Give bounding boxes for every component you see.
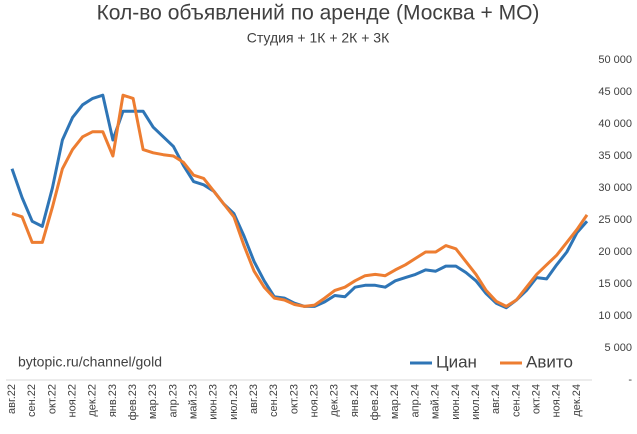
x-tick-label: май.24 bbox=[430, 384, 442, 419]
y-tick-label: 30 000 bbox=[598, 182, 632, 194]
x-tick-label: апр.24 bbox=[409, 384, 421, 417]
x-tick-label: май.23 bbox=[187, 384, 199, 419]
y-tick-label: 35 000 bbox=[598, 150, 632, 162]
legend-label: Авито bbox=[526, 352, 573, 371]
x-tick-label: июн.24 bbox=[450, 384, 462, 420]
x-tick-label: июн.23 bbox=[208, 384, 220, 420]
x-tick-label: сен.22 bbox=[26, 384, 38, 417]
legend-label: Циан bbox=[436, 352, 477, 371]
x-tick-label: авг.24 bbox=[490, 384, 502, 414]
x-tick-label: июл.23 bbox=[228, 384, 240, 420]
x-tick-label: окт.23 bbox=[288, 384, 300, 414]
x-tick-label: авг.22 bbox=[6, 384, 18, 414]
y-tick-label: 20 000 bbox=[598, 246, 632, 258]
y-tick-label: 50 000 bbox=[598, 54, 632, 66]
x-tick-label: окт.22 bbox=[46, 384, 58, 414]
chart-title: Кол-во объявлений по аренде (Москва + МО… bbox=[97, 2, 540, 25]
x-tick-label: июл.24 bbox=[470, 384, 482, 420]
x-tick-label: апр.23 bbox=[167, 384, 179, 417]
x-tick-label: янв.24 bbox=[349, 384, 361, 417]
watermark: bytopic.ru/channel/gold bbox=[18, 354, 162, 370]
series-line bbox=[10, 93, 589, 310]
y-tick-label: 45 000 bbox=[598, 86, 632, 98]
x-tick-label: дек.24 bbox=[571, 384, 583, 417]
x-tick-label: фев.23 bbox=[127, 384, 139, 420]
x-tick-label: сен.23 bbox=[268, 384, 280, 417]
x-tick-label: окт.24 bbox=[530, 384, 542, 414]
x-tick-label: дек.22 bbox=[87, 384, 99, 417]
x-tick-label: янв.23 bbox=[107, 384, 119, 417]
x-tick-label: мар.23 bbox=[147, 384, 159, 419]
y-tick-label: 40 000 bbox=[598, 118, 632, 130]
x-tick-label: сен.24 bbox=[510, 384, 522, 417]
y-tick-label: 10 000 bbox=[598, 310, 632, 322]
x-tick-label: ноя.23 bbox=[309, 384, 321, 417]
x-tick-label: фев.24 bbox=[369, 384, 381, 420]
series-line bbox=[11, 93, 589, 308]
y-tick-label: 5 000 bbox=[604, 342, 632, 354]
y-tick-label: 25 000 bbox=[598, 214, 632, 226]
x-tick-label: мар.24 bbox=[389, 384, 401, 419]
x-tick-label: ноя.22 bbox=[66, 384, 78, 417]
x-tick-label: дек.23 bbox=[329, 384, 341, 417]
y-tick-label: 15 000 bbox=[598, 278, 632, 290]
chart-subtitle: Студия + 1К + 2К + 3К bbox=[247, 30, 390, 46]
y-tick-label: - bbox=[628, 374, 632, 386]
x-tick-label: авг.23 bbox=[248, 384, 260, 414]
x-tick-label: ноя.24 bbox=[551, 384, 563, 417]
